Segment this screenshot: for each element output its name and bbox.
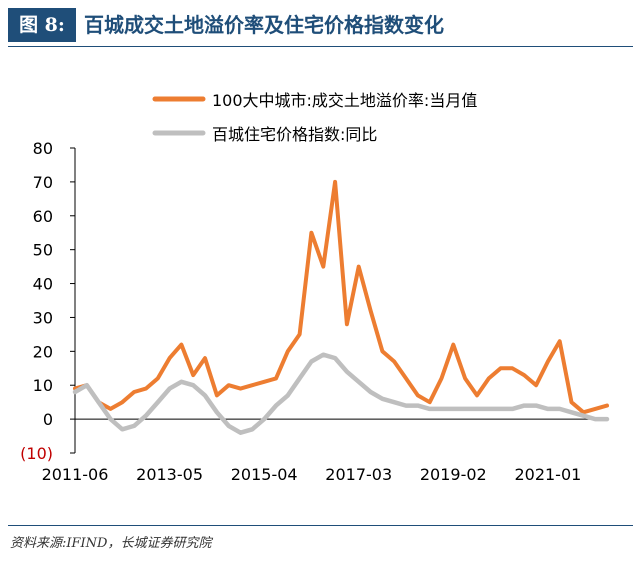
y-tick-label: 30 — [33, 308, 53, 327]
legend-label: 100大中城市:成交土地溢价率:当月值 — [212, 91, 477, 110]
figure-number-badge: 图 8: — [8, 8, 76, 42]
x-tick-label: 2015-04 — [231, 465, 298, 484]
header-rule — [8, 46, 633, 47]
x-tick-label: 2011-06 — [42, 465, 109, 484]
y-tick-label: 50 — [33, 241, 53, 260]
source-note: 资料来源:IFIND，长城证券研究院 — [10, 536, 212, 551]
y-tick-label: 70 — [33, 173, 53, 192]
figure-title: 百城成交土地溢价率及住宅价格指数变化 — [84, 13, 444, 37]
series-line-land-premium — [73, 179, 609, 415]
x-tick-label: 2021-01 — [514, 465, 581, 484]
y-tick-label: 20 — [33, 342, 53, 361]
legend-label: 百城住宅价格指数:同比 — [212, 125, 377, 144]
footer-rule — [8, 525, 633, 526]
y-tick-label: 0 — [43, 410, 53, 429]
figure-header: 图 8: 百城成交土地溢价率及住宅价格指数变化 — [8, 8, 633, 42]
y-tick-label: 60 — [33, 207, 53, 226]
x-tick-label: 2017-03 — [325, 465, 392, 484]
line-chart: 80 70 60 50 40 30 20 10 0 (10) 2011-06 2013-05 2015-… — [20, 91, 610, 484]
y-tick-label: 10 — [33, 376, 53, 395]
series-line-house-price-index — [72, 352, 610, 435]
x-tick-label: 2013-05 — [136, 465, 203, 484]
y-tick-label: 80 — [33, 139, 53, 158]
y-tick-label: (10) — [20, 444, 53, 463]
y-tick-label: 40 — [33, 275, 53, 294]
x-tick-label: 2019-02 — [420, 465, 487, 484]
